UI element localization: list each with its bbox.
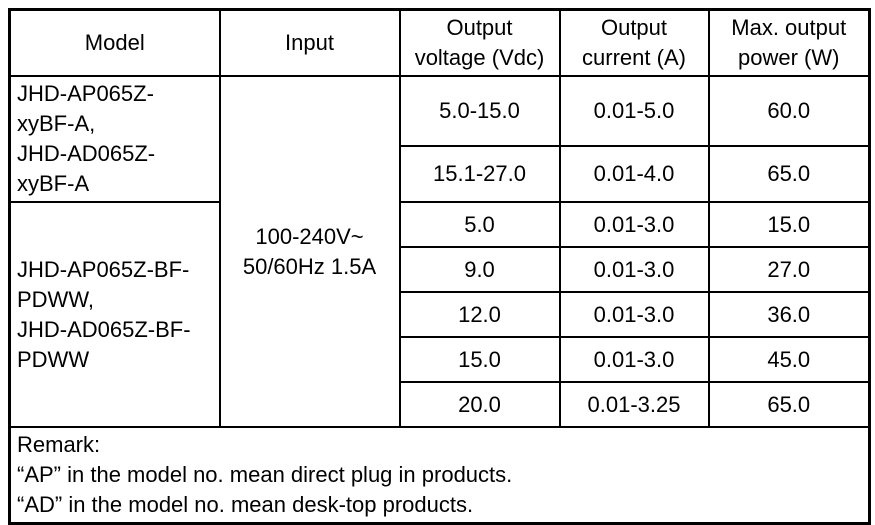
table-row: 12.0 0.01-3.0 36.0 <box>10 291 871 338</box>
remark-line-1: “AP” in the model no. mean direct plug i… <box>17 462 513 487</box>
power-cell: 27.0 <box>707 246 871 293</box>
power-cell: 45.0 <box>707 336 871 383</box>
current-cell: 0.01-4.0 <box>558 144 710 204</box>
current-cell: 0.01-3.0 <box>558 246 710 293</box>
power-cell: 36.0 <box>707 291 871 338</box>
voltage-cell: 5.0 <box>398 201 561 248</box>
remark-line-2: “AD” in the model no. mean desk-top prod… <box>17 492 474 517</box>
current-cell: 0.01-3.25 <box>558 381 710 428</box>
power-cell: 15.0 <box>707 201 871 248</box>
col-header-model: Model <box>8 8 221 77</box>
voltage-cell: 15.1-27.0 <box>398 144 561 204</box>
power-cell: 60.0 <box>707 75 871 147</box>
col-header-current: Output current (A) <box>558 8 710 77</box>
voltage-cell: 20.0 <box>398 381 561 428</box>
current-cell: 0.01-3.0 <box>558 201 710 248</box>
voltage-cell: 15.0 <box>398 336 561 383</box>
model-cell-group-1: JHD-AP065Z- xyBF-A, JHD-AD065Z- xyBF-A <box>8 75 221 203</box>
table-row: JHD-AP065Z- xyBF-A, JHD-AD065Z- xyBF-A 1… <box>8 75 871 428</box>
col-header-power: Max. output power (W) <box>707 8 871 77</box>
model-cell-group-2: JHD-AP065Z-BF- PDWW, JHD-AD065Z-BF- PDWW <box>8 201 221 428</box>
spec-table: Model Input Output voltage (Vdc) Output … <box>8 8 871 525</box>
table-row: 20.0 0.01-3.25 65.0 <box>10 381 871 428</box>
col-header-voltage: Output voltage (Vdc) <box>398 8 561 77</box>
remark-row: Remark: “AP” in the model no. mean direc… <box>8 426 871 525</box>
power-cell: 65.0 <box>707 144 871 204</box>
current-cell: 0.01-5.0 <box>558 75 710 147</box>
header-row: Model Input Output voltage (Vdc) Output … <box>8 8 871 77</box>
voltage-cell: 9.0 <box>398 246 561 293</box>
remark-title: Remark: <box>17 432 101 457</box>
col-header-input: Input <box>218 8 401 77</box>
input-cell: 100-240V~ 50/60Hz 1.5A <box>218 75 401 428</box>
voltage-cell: 5.0-15.0 <box>398 75 561 147</box>
table-row: JHD-AP065Z-BF- PDWW, JHD-AD065Z-BF- PDWW… <box>8 201 871 428</box>
current-cell: 0.01-3.0 <box>558 291 710 338</box>
table-row: 15.1-27.0 0.01-4.0 65.0 <box>10 144 871 204</box>
current-cell: 0.01-3.0 <box>558 336 710 383</box>
remark-cell: Remark: “AP” in the model no. mean direc… <box>8 426 871 525</box>
table-row: 15.0 0.01-3.0 45.0 <box>10 336 871 383</box>
power-cell: 65.0 <box>707 381 871 428</box>
table-row: 9.0 0.01-3.0 27.0 <box>10 246 871 293</box>
voltage-cell: 12.0 <box>398 291 561 338</box>
